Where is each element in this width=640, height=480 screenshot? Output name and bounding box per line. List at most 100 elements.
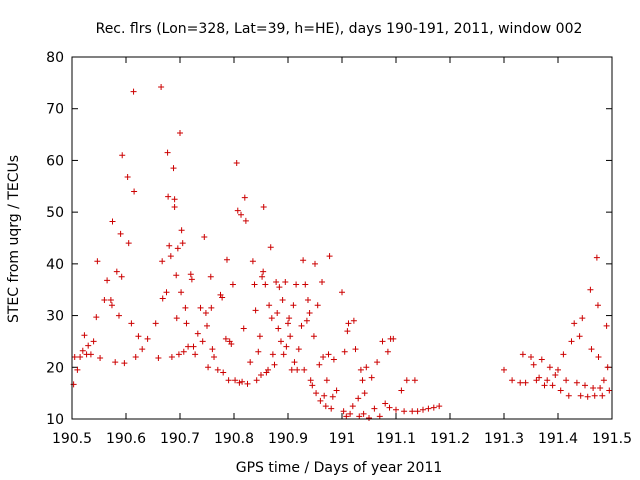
x-tick-label: 191.5 <box>592 431 632 447</box>
data-point-plus <box>214 366 221 373</box>
data-point-plus <box>77 353 84 360</box>
data-point-plus <box>287 333 294 340</box>
data-point-plus <box>155 354 162 361</box>
plot-frame <box>71 56 613 420</box>
data-point-plus <box>232 377 239 384</box>
data-point-plus <box>340 408 347 415</box>
data-point-plus <box>175 351 182 358</box>
data-point-plus <box>302 281 309 288</box>
data-point-plus <box>242 217 249 224</box>
data-point-plus <box>555 366 561 373</box>
data-point-plus <box>240 325 247 332</box>
data-point-plus <box>204 322 210 329</box>
data-point-plus <box>330 356 337 363</box>
data-points <box>70 83 613 421</box>
data-point-plus <box>239 378 246 385</box>
data-point-plus <box>329 393 336 400</box>
x-tick-label: 190.8 <box>214 431 254 447</box>
data-point-plus <box>316 361 323 368</box>
data-point-plus <box>411 377 418 384</box>
data-point-plus <box>74 366 81 373</box>
data-point-plus <box>283 343 290 350</box>
data-point-plus <box>323 377 330 384</box>
data-point-plus <box>393 406 399 413</box>
data-point-plus <box>374 359 381 366</box>
data-point-plus <box>280 351 287 358</box>
x-tick-label: 191.3 <box>484 431 524 447</box>
data-point-plus <box>371 405 378 412</box>
data-point-plus <box>290 302 297 309</box>
data-point-plus <box>307 377 314 384</box>
data-point-plus <box>501 366 507 373</box>
data-point-plus <box>533 377 540 384</box>
data-point-plus <box>509 377 516 384</box>
data-point-plus <box>168 353 175 360</box>
data-point-plus <box>177 130 183 137</box>
data-point-plus <box>187 271 194 278</box>
data-point-plus <box>271 361 278 368</box>
data-point-plus <box>152 320 159 327</box>
data-point-plus <box>131 188 138 195</box>
y-axis-label: STEC from uqrg / TECUs <box>6 155 22 323</box>
data-point-plus <box>256 333 263 340</box>
data-point-plus <box>171 196 178 203</box>
data-point-plus <box>130 88 137 95</box>
data-point-plus <box>201 233 208 240</box>
y-tick-label: 60 <box>46 153 64 169</box>
data-point-plus <box>236 379 243 386</box>
data-point-plus <box>325 351 332 358</box>
data-point-plus <box>557 387 564 394</box>
data-point-plus <box>93 314 100 321</box>
data-point-plus <box>219 294 226 301</box>
x-tick-label: 190.5 <box>52 431 92 447</box>
data-point-plus <box>587 286 594 293</box>
data-point-plus <box>414 408 421 415</box>
data-point-plus <box>104 277 111 284</box>
data-point-plus <box>174 245 181 252</box>
data-point-plus <box>401 408 408 415</box>
data-point-plus <box>228 341 235 348</box>
data-point-plus <box>398 387 405 394</box>
data-point-plus <box>356 413 363 420</box>
data-point-plus <box>139 346 146 353</box>
data-point-plus <box>600 377 607 384</box>
data-point-plus <box>321 392 328 399</box>
x-axis-label: GPS time / Days of year 2011 <box>236 460 443 476</box>
data-point-plus <box>199 338 206 345</box>
axis-ticks: 190.5 190.6 190.7 190.8 190.9 191 191.1 191.2 19… <box>46 50 632 447</box>
data-point-plus <box>288 366 295 373</box>
data-point-plus <box>223 256 230 263</box>
data-point-plus <box>179 240 186 247</box>
data-point-plus <box>594 302 601 309</box>
data-point-plus <box>590 384 597 391</box>
data-point-plus <box>403 377 410 384</box>
data-point-plus <box>185 343 192 350</box>
data-point-plus <box>312 260 318 267</box>
data-point-plus <box>159 295 166 302</box>
data-point-plus <box>599 392 606 399</box>
x-tick-label: 190.9 <box>268 431 308 447</box>
data-point-plus <box>159 258 166 265</box>
data-point-plus <box>384 348 391 355</box>
data-point-plus <box>579 315 586 322</box>
data-point-plus <box>249 258 256 265</box>
data-point-plus <box>300 257 307 264</box>
data-point-plus <box>376 413 383 420</box>
data-point-plus <box>345 320 352 327</box>
data-point-plus <box>593 254 600 261</box>
data-point-plus <box>241 194 248 201</box>
data-point-plus <box>565 392 572 399</box>
data-point-plus <box>265 366 272 373</box>
data-point-plus <box>112 359 119 366</box>
data-point-plus <box>144 335 151 342</box>
data-point-plus <box>211 353 218 360</box>
data-point-plus <box>132 353 139 360</box>
data-point-plus <box>530 361 537 368</box>
y-tick-label: 10 <box>46 412 64 428</box>
data-point-plus <box>165 193 172 200</box>
y-tick-label: 50 <box>46 205 64 221</box>
data-point-plus <box>190 343 197 350</box>
x-tick-label: 191.1 <box>376 431 416 447</box>
data-point-plus <box>253 377 260 384</box>
data-point-plus <box>333 387 340 394</box>
